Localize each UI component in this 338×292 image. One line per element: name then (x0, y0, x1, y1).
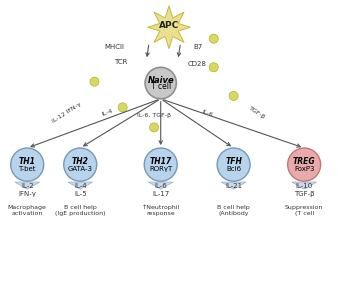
Polygon shape (221, 182, 246, 189)
Text: TH1: TH1 (19, 157, 36, 166)
Ellipse shape (64, 148, 97, 181)
Text: Bcl6: Bcl6 (226, 166, 241, 172)
Text: IL-6, TGF-β: IL-6, TGF-β (137, 114, 171, 119)
Text: TREG: TREG (293, 157, 315, 166)
Ellipse shape (11, 148, 44, 181)
Text: RORγT: RORγT (149, 166, 172, 172)
Text: Macrophage
activation: Macrophage activation (8, 205, 47, 216)
Polygon shape (15, 182, 40, 189)
Polygon shape (68, 182, 93, 189)
Ellipse shape (118, 103, 127, 112)
Text: ↑Neutrophil
response: ↑Neutrophil response (142, 205, 180, 216)
Text: B cell help
(Antibody: B cell help (Antibody (217, 205, 250, 216)
Text: IL-21: IL-21 (225, 183, 242, 190)
Text: IL-12 IFN-γ: IL-12 IFN-γ (51, 102, 82, 124)
Polygon shape (292, 182, 317, 189)
Text: IL-6
IL-17: IL-6 IL-17 (152, 183, 169, 197)
Ellipse shape (209, 63, 218, 72)
Text: T-bet: T-bet (19, 166, 36, 172)
Text: CD28: CD28 (187, 61, 206, 67)
Ellipse shape (144, 148, 177, 181)
Text: Suppression
(T cell: Suppression (T cell (285, 205, 323, 216)
Text: TGF-β: TGF-β (248, 106, 266, 120)
Text: IL-4
IL-5: IL-4 IL-5 (74, 183, 87, 197)
Text: IL-6: IL-6 (201, 109, 213, 117)
Text: T cell: T cell (151, 82, 171, 91)
Text: IL-10
TGF-β: IL-10 TGF-β (294, 183, 314, 197)
Text: Naive: Naive (147, 76, 174, 85)
Text: APC: APC (159, 21, 179, 30)
Ellipse shape (149, 123, 159, 132)
Text: B7: B7 (194, 44, 203, 50)
Text: TH2: TH2 (72, 157, 89, 166)
Text: TFH: TFH (225, 157, 242, 166)
Text: MHCII: MHCII (104, 44, 124, 50)
Text: TCR: TCR (114, 59, 128, 65)
Ellipse shape (217, 148, 250, 181)
Ellipse shape (229, 91, 238, 100)
Text: IL-4: IL-4 (101, 109, 114, 117)
Text: IL-2
IFN-γ: IL-2 IFN-γ (18, 183, 36, 197)
Text: FoxP3: FoxP3 (294, 166, 314, 172)
Polygon shape (148, 182, 173, 189)
Text: GATA-3: GATA-3 (68, 166, 93, 172)
Text: B cell help
(IgE production): B cell help (IgE production) (55, 205, 105, 216)
Polygon shape (148, 6, 190, 49)
Text: TH17: TH17 (150, 157, 172, 166)
Ellipse shape (90, 77, 99, 86)
Ellipse shape (209, 34, 218, 43)
Ellipse shape (288, 148, 321, 181)
Ellipse shape (145, 67, 176, 99)
